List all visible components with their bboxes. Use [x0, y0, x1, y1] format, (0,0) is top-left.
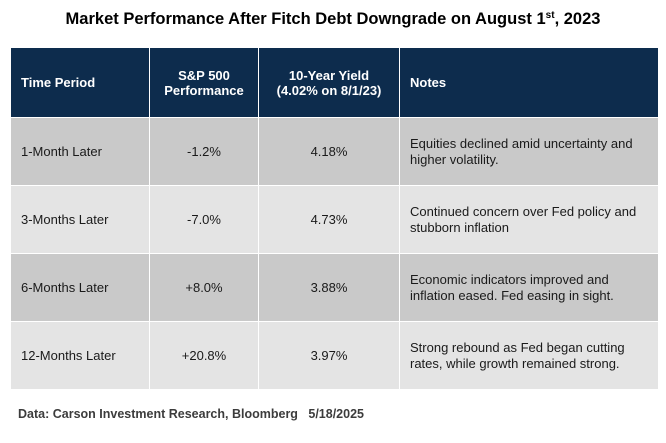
source-footer: Data: Carson Investment Research, Bloomb… — [18, 407, 364, 421]
chart-title-superscript: st — [545, 10, 555, 21]
cell-yield: 4.73% — [259, 186, 400, 254]
header-yield: 10-Year Yield (4.02% on 8/1/23) — [259, 48, 400, 118]
header-sp500-line2: Performance — [164, 82, 244, 98]
chart-title: Market Performance After Fitch Debt Down… — [0, 10, 666, 29]
table-header-row: Time Period S&P 500 Performance 10-Year … — [11, 48, 658, 118]
header-time-period: Time Period — [11, 48, 150, 118]
table-row: 6-Months Later +8.0% 3.88% Economic indi… — [11, 254, 658, 322]
header-yield-line2: (4.02% on 8/1/23) — [276, 82, 382, 98]
table-row: 3-Months Later -7.0% 4.73% Continued con… — [11, 186, 658, 254]
chart-title-suffix: , 2023 — [554, 10, 601, 28]
header-sp500: S&P 500 Performance — [150, 48, 259, 118]
cell-sp500: +20.8% — [150, 322, 259, 390]
source-text: Data: Carson Investment Research, Bloomb… — [18, 407, 298, 421]
header-sp500-line1: S&P 500 — [178, 67, 230, 83]
cell-period: 3-Months Later — [11, 186, 150, 254]
cell-notes: Economic indicators improved and inflati… — [400, 254, 658, 322]
cell-sp500: -1.2% — [150, 118, 259, 186]
source-date: 5/18/2025 — [308, 407, 364, 421]
cell-yield: 3.97% — [259, 322, 400, 390]
performance-table: Time Period S&P 500 Performance 10-Year … — [11, 48, 658, 390]
header-notes: Notes — [400, 48, 658, 118]
header-yield-line1: 10-Year Yield — [288, 67, 370, 83]
cell-notes: Equities declined amid uncertainty and h… — [400, 118, 658, 186]
cell-sp500: -7.0% — [150, 186, 259, 254]
cell-notes: Strong rebound as Fed began cutting rate… — [400, 322, 658, 390]
cell-sp500: +8.0% — [150, 254, 259, 322]
cell-period: 6-Months Later — [11, 254, 150, 322]
header-notes-label: Notes — [410, 75, 447, 90]
cell-period: 1-Month Later — [11, 118, 150, 186]
cell-period: 12-Months Later — [11, 322, 150, 390]
chart-title-main: Market Performance After Fitch Debt Down… — [65, 10, 546, 28]
header-time-period-label: Time Period — [21, 75, 96, 90]
table-row: 1-Month Later -1.2% 4.18% Equities decli… — [11, 118, 658, 186]
cell-notes: Continued concern over Fed policy and st… — [400, 186, 658, 254]
table-row: 12-Months Later +20.8% 3.97% Strong rebo… — [11, 322, 658, 390]
cell-yield: 3.88% — [259, 254, 400, 322]
cell-yield: 4.18% — [259, 118, 400, 186]
